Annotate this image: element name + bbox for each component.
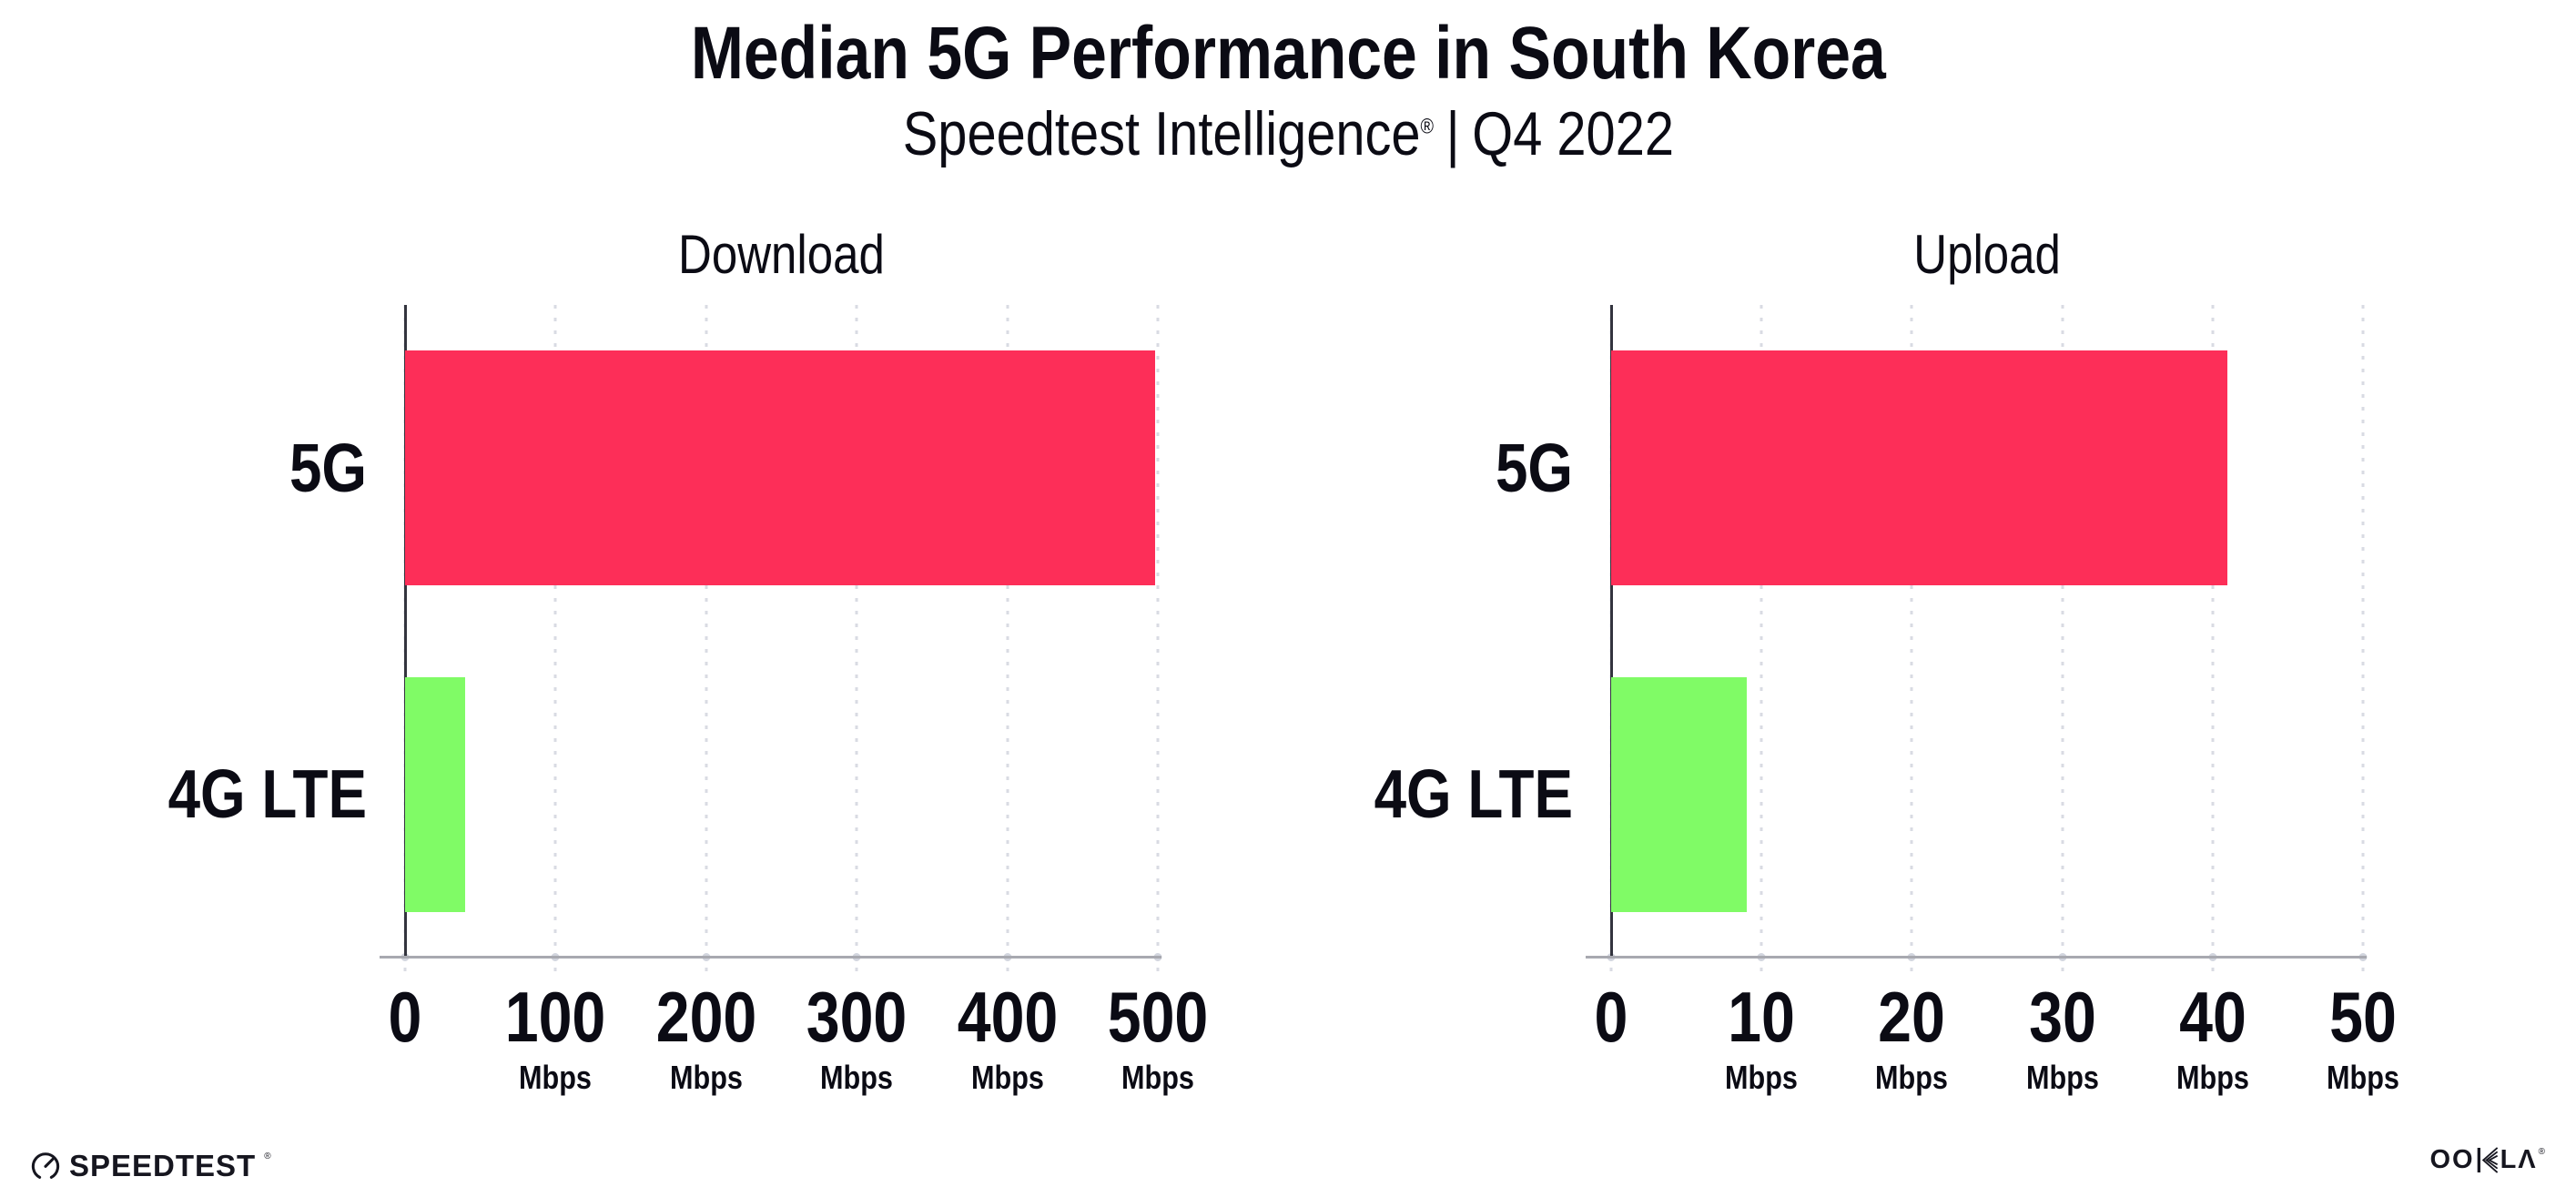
y-axis-line xyxy=(1610,305,1613,958)
category-band-5g xyxy=(405,305,1158,632)
download-chart-title: Download xyxy=(678,224,885,285)
x-axis-line xyxy=(380,956,1161,959)
gridline xyxy=(855,305,858,972)
bar-5g xyxy=(1611,350,2228,586)
x-tick-label: 40 Mbps xyxy=(2176,981,2249,1094)
x-tick-value: 20 xyxy=(1878,977,1946,1057)
x-tick-value: 400 xyxy=(957,977,1058,1057)
x-tick-value: 100 xyxy=(505,977,606,1057)
x-tick-label: 30 Mbps xyxy=(2026,981,2099,1094)
gridline xyxy=(1910,305,1913,972)
bar-4g-lte xyxy=(1611,676,1747,912)
x-tick-label: 100 Mbps xyxy=(505,981,606,1094)
x-tick-unit: Mbps xyxy=(669,1059,743,1096)
gridline xyxy=(1006,305,1009,972)
bar-4g-lte xyxy=(405,676,466,912)
x-tick-label: 300 Mbps xyxy=(806,981,908,1094)
gridline xyxy=(553,305,557,972)
x-tick-value: 300 xyxy=(806,977,908,1057)
x-tick-label: 0 xyxy=(389,981,422,1052)
y-axis-labels: 5G 4G LTE xyxy=(0,305,367,958)
registered-mark: ® xyxy=(1420,114,1434,138)
gridline xyxy=(705,305,708,972)
x-tick-unit: Mbps xyxy=(1725,1059,1799,1096)
y-axis-labels: 5G 4G LTE xyxy=(1182,305,1573,958)
upload-chart: Upload 5G 4G LTE 0 10 Mbps 20 Mbps 30 Mbps 40 Mbp… xyxy=(1374,0,2399,1197)
category-band-4g-lte xyxy=(405,632,1158,959)
x-tick-value: 30 xyxy=(2028,977,2096,1057)
x-tick-unit: Mbps xyxy=(970,1059,1044,1096)
page-subtitle-text: Speedtest Intelligence® | Q4 2022 xyxy=(902,99,1674,168)
x-axis-line xyxy=(1586,956,2367,959)
x-tick-label: 10 Mbps xyxy=(1725,981,1798,1094)
gridline xyxy=(2061,305,2064,972)
subtitle-separator: | xyxy=(1445,99,1460,168)
x-tick-unit: Mbps xyxy=(2175,1059,2249,1096)
subtitle-period: Q4 2022 xyxy=(1471,99,1674,168)
ookla-logo: OO LΛ ® xyxy=(2429,1145,2545,1174)
x-tick-label: 20 Mbps xyxy=(1875,981,1948,1094)
x-tick-unit: Mbps xyxy=(519,1059,593,1096)
x-tick-value: 0 xyxy=(388,977,422,1057)
ookla-k-glyph xyxy=(2475,1147,2500,1173)
plot-area: 5G 4G LTE 0 100 Mbps 200 Mbps 300 Mbps 400 Mbps 50… xyxy=(168,305,1208,1094)
y-category-label-4g-lte: 4G LTE xyxy=(1374,756,1573,833)
x-tick-unit: Mbps xyxy=(1121,1059,1194,1096)
ookla-wordmark-post: LΛ xyxy=(2500,1145,2538,1174)
page-title: Median 5G Performance in South Korea xyxy=(0,12,2576,95)
upload-chart-title: Upload xyxy=(1913,224,2061,285)
x-tick-unit: Mbps xyxy=(820,1059,894,1096)
speedtest-wordmark: SPEEDTEST xyxy=(69,1148,257,1182)
gridline xyxy=(2361,305,2365,972)
bar-5g xyxy=(405,350,1155,586)
gridline xyxy=(1156,305,1160,972)
page-title-text: Median 5G Performance in South Korea xyxy=(690,12,1886,95)
x-tick-label: 400 Mbps xyxy=(957,981,1058,1094)
x-tick-value: 200 xyxy=(655,977,757,1057)
y-axis-line xyxy=(404,305,407,958)
x-tick-value: 50 xyxy=(2329,977,2397,1057)
gridline xyxy=(2211,305,2215,972)
speedtest-gauge-icon xyxy=(30,1150,61,1181)
ookla-wordmark-pre: OO xyxy=(2429,1145,2475,1174)
gridline xyxy=(1760,305,1763,972)
y-category-label-4g-lte: 4G LTE xyxy=(167,756,367,833)
x-tick-label: 500 Mbps xyxy=(1108,981,1209,1094)
x-tick-unit: Mbps xyxy=(2327,1059,2399,1096)
plot-area: 5G 4G LTE 0 10 Mbps 20 Mbps 30 Mbps 40 Mbps 50 Mbps xyxy=(1374,305,2399,1094)
page-subtitle: Speedtest Intelligence® | Q4 2022 xyxy=(0,99,2576,168)
download-chart: Download 5G 4G LTE 0 100 Mbps 200 Mbps 300 Mbps… xyxy=(168,0,1209,1197)
subtitle-brand: Speedtest Intelligence xyxy=(902,99,1421,168)
x-tick-unit: Mbps xyxy=(1875,1059,1949,1096)
x-tick-label: 0 xyxy=(1595,981,1628,1052)
x-tick-value: 500 xyxy=(1107,977,1209,1057)
x-tick-unit: Mbps xyxy=(2025,1059,2099,1096)
y-category-label-5g: 5G xyxy=(289,429,367,506)
speedtest-registered-mark: ® xyxy=(264,1151,271,1161)
y-category-label-5g: 5G xyxy=(1495,429,1573,506)
x-tick-label: 50 Mbps xyxy=(2327,981,2399,1094)
ookla-registered-mark: ® xyxy=(2538,1147,2545,1157)
x-tick-label: 200 Mbps xyxy=(655,981,756,1094)
speedtest-logo: SPEEDTEST ® xyxy=(30,1150,271,1181)
x-tick-value: 40 xyxy=(2178,977,2246,1057)
category-band-5g xyxy=(1611,305,2363,632)
x-tick-value: 10 xyxy=(1728,977,1796,1057)
category-band-4g-lte xyxy=(1611,632,2363,959)
x-tick-value: 0 xyxy=(1594,977,1628,1057)
